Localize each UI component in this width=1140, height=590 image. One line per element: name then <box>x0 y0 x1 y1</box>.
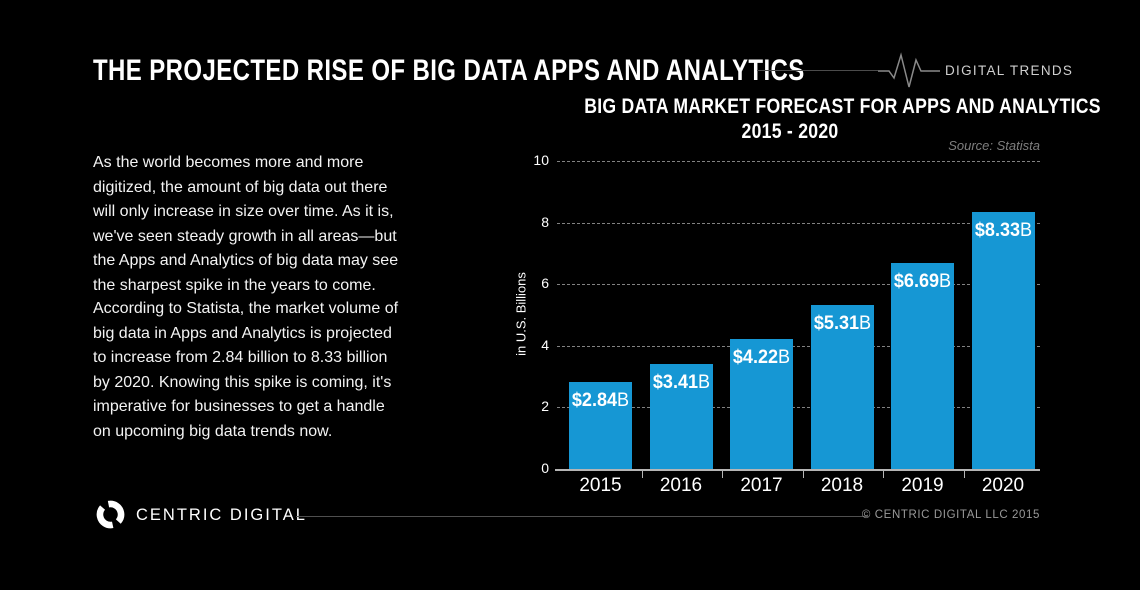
x-axis-tickmark <box>963 471 965 478</box>
x-axis-tickmark <box>802 471 804 478</box>
x-axis-baseline <box>555 469 1040 471</box>
x-category-2019: 2019 <box>901 475 944 496</box>
bar-value-label-2016: $3.41B <box>652 371 710 393</box>
bar-2016: $3.41B <box>649 363 713 469</box>
x-category-2016: 2016 <box>659 475 703 496</box>
y-tick-4: 4 <box>541 336 549 353</box>
centric-digital-logo-icon <box>96 500 125 529</box>
bar-2019: $6.69B <box>891 262 954 469</box>
chart-source: Source: Statista <box>948 138 1040 153</box>
intro-paragraph-1: As the world becomes more and more digit… <box>93 154 399 294</box>
x-category-2015: 2015 <box>579 475 622 496</box>
intro-paragraph-2: According to Statista, the market volume… <box>93 300 399 440</box>
x-category-2018: 2018 <box>820 475 864 496</box>
bar-2018: $5.31B <box>810 305 874 469</box>
gridline-8 <box>557 222 1040 224</box>
footer-divider-line <box>296 516 868 517</box>
x-category-2017: 2017 <box>740 475 783 496</box>
bar-value-label-2020: $8.33B <box>974 220 1032 242</box>
pulse-heartbeat-icon <box>878 52 940 88</box>
footer-brand-name: CENTRIC DIGITAL <box>136 506 307 524</box>
x-axis-tickmark <box>641 471 643 478</box>
y-tick-8: 8 <box>541 213 549 230</box>
header-divider-line <box>757 70 878 71</box>
bar-value-label-2018: $5.31B <box>813 313 871 335</box>
bar-value-label-2019: $6.69B <box>893 270 952 292</box>
y-tick-10: 10 <box>533 152 549 168</box>
x-axis-tickmark <box>883 471 884 478</box>
page-title: THE PROJECTED RISE OF BIG DATA APPS AND … <box>93 54 805 87</box>
digital-trends-label: DIGITAL TRENDS <box>945 63 1074 78</box>
gridline-10 <box>557 161 1040 162</box>
bar-2015: $2.84B <box>569 381 632 469</box>
y-tick-2: 2 <box>541 398 549 415</box>
bar-value-label-2015: $2.84B <box>571 389 630 411</box>
gridline-4 <box>557 345 1040 347</box>
y-tick-6: 6 <box>541 275 549 292</box>
y-tick-0: 0 <box>541 460 549 476</box>
copyright-notice: © CENTRIC DIGITAL LLC 2015 <box>861 509 1040 521</box>
x-axis-tickmark <box>722 471 723 478</box>
x-category-2020: 2020 <box>981 475 1025 496</box>
bar-2020: $8.33B <box>971 212 1035 469</box>
bar-value-label-2017: $4.22B <box>732 347 791 369</box>
chart-title: BIG DATA MARKET FORECAST FOR APPS AND AN… <box>584 95 1101 118</box>
chart-subtitle: 2015 - 2020 <box>741 120 839 143</box>
gridline-6 <box>557 284 1040 286</box>
bar-2017: $4.22B <box>730 339 793 469</box>
gridline-2 <box>557 407 1040 409</box>
